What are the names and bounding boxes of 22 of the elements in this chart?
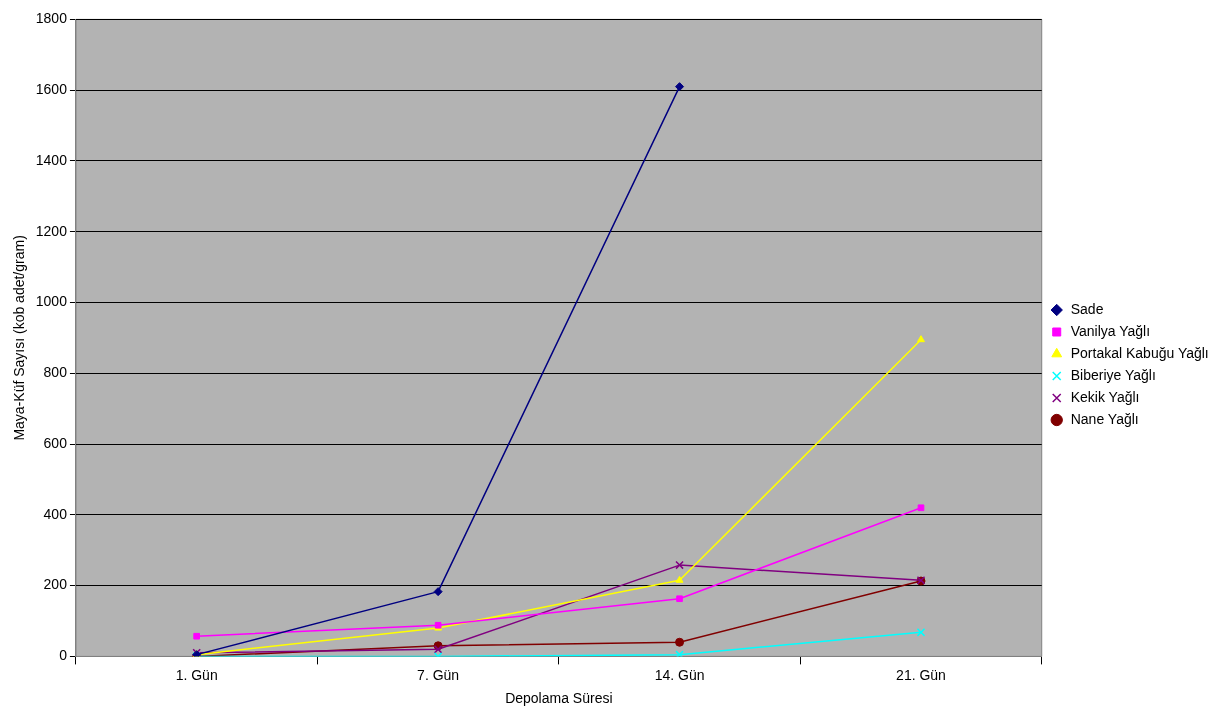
legend-label: Vanilya Yağlı: [1070, 322, 1151, 339]
y-tick-label: 1000: [35, 293, 68, 310]
y-tick-label: 0: [59, 647, 68, 664]
legend-label: Nane Yağlı: [1070, 410, 1139, 427]
legend-label: Sade: [1070, 300, 1104, 317]
legend-label: Biberiye Yağlı: [1070, 366, 1156, 383]
x-tick-label: 7. Gün: [417, 666, 460, 683]
x-axis-title: Depolama Süresi: [505, 690, 613, 707]
x-tick-label: 21. Gün: [896, 666, 946, 683]
legend-label: Portakal Kabuğu Yağlı: [1070, 344, 1209, 361]
y-tick-label: 1400: [35, 151, 68, 168]
y-tick-label: 400: [43, 505, 68, 522]
legend-label: Kekik Yağlı: [1070, 388, 1144, 405]
y-tick-label: 1800: [35, 10, 68, 27]
y-tick-label: 600: [43, 434, 68, 451]
y-tick-label: 200: [43, 576, 68, 593]
y-tick-label: 1200: [35, 222, 68, 239]
x-tick-label: 1. Gün: [175, 666, 218, 683]
y-axis-title: Maya-Küf Sayısı (kob adet/gram): [11, 235, 28, 441]
y-tick-label: 1600: [35, 81, 68, 98]
y-tick-label: 800: [43, 364, 68, 381]
x-tick-label: 14. Gün: [654, 666, 705, 683]
